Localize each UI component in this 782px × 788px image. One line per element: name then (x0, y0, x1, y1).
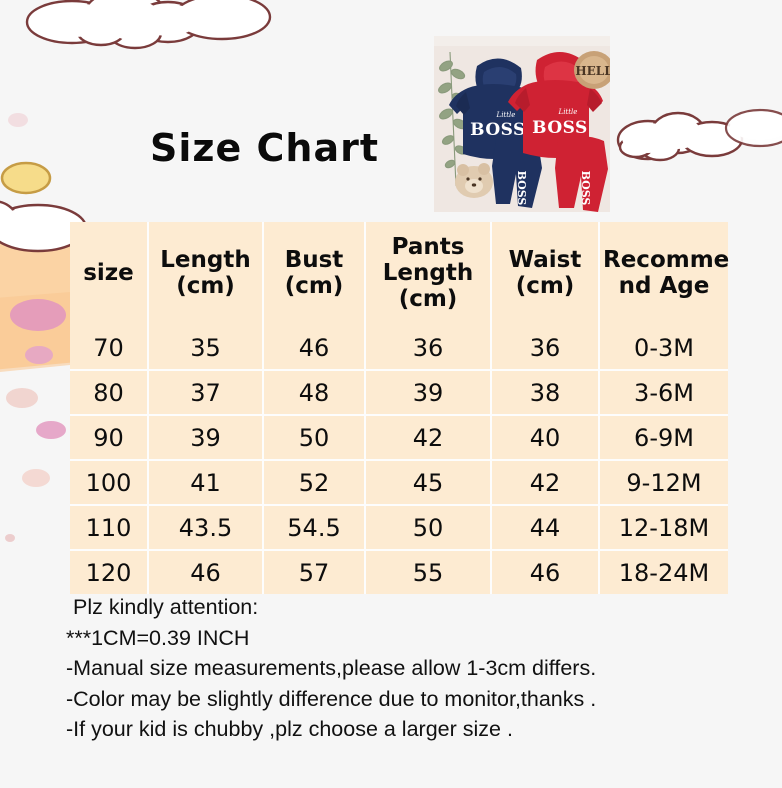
svg-text:HELL: HELL (575, 64, 610, 78)
cell-length: 35 (148, 326, 264, 371)
cell-size: 110 (70, 505, 149, 551)
table-row: 120 46 57 55 46 18-24M (70, 550, 728, 594)
svg-text:BOSS: BOSS (470, 120, 526, 140)
header-line: Bust (284, 247, 344, 274)
cell-age: 6-9M (599, 415, 728, 461)
cell-age: 0-3M (599, 326, 728, 371)
svg-text:BOSS: BOSS (532, 118, 588, 138)
header-line: Waist (508, 247, 582, 274)
col-header-size: size (70, 222, 149, 326)
svg-text:BOSS: BOSS (579, 171, 592, 206)
table-row: 100 41 52 45 42 9-12M (70, 460, 728, 506)
header-line: Recomme (603, 247, 730, 274)
cell-pants-length: 55 (365, 550, 492, 594)
table-row: 110 43.5 54.5 50 44 12-18M (70, 505, 728, 551)
cell-size: 80 (70, 370, 149, 416)
cell-pants-length: 36 (365, 326, 492, 371)
header-line: Length (160, 247, 251, 274)
cell-pants-length: 39 (365, 370, 492, 416)
cell-length: 37 (148, 370, 264, 416)
notes-heading: Plz kindly attention: (73, 595, 259, 619)
header-line: (cm) (176, 273, 235, 299)
cell-bust: 46 (263, 326, 366, 371)
size-chart-table: size Length (cm) Bust (cm) Pants Length … (70, 222, 730, 594)
header-line: (cm) (515, 273, 575, 299)
col-header-bust: Bust (cm) (263, 222, 366, 326)
cell-length: 43.5 (148, 505, 264, 551)
cell-length: 41 (148, 460, 264, 506)
svg-text:Little: Little (558, 108, 578, 116)
header-line: (cm) (398, 285, 458, 312)
cell-bust: 52 (263, 460, 366, 506)
note-chubby-kid: -If your kid is chubby ,plz choose a lar… (66, 717, 513, 742)
cell-bust: 50 (263, 415, 366, 461)
cell-age: 9-12M (599, 460, 728, 506)
cloud-top-right (616, 111, 744, 162)
cell-age: 18-24M (599, 550, 728, 594)
cell-size: 120 (70, 550, 149, 594)
cell-pants-length: 45 (365, 460, 492, 506)
note-manual-measurement: -Manual size measurements,please allow 1… (66, 656, 597, 681)
header-line: size (83, 260, 134, 287)
cell-pants-length: 42 (365, 415, 492, 461)
cell-waist: 40 (491, 415, 600, 461)
product-photo: Little BOSS BOSS Little BOSS BOSS (434, 36, 610, 212)
note-conversion: ***1CM=0.39 INCH (66, 625, 250, 650)
col-header-recommend-age: Recomme nd Age (599, 222, 730, 326)
header-line: (cm) (284, 273, 344, 299)
cell-bust: 54.5 (263, 505, 366, 551)
cloud-right-lower (724, 108, 782, 148)
cell-waist: 46 (491, 550, 600, 594)
cell-size: 70 (70, 326, 149, 371)
cell-size: 100 (70, 460, 149, 506)
table-header-row: size Length (cm) Bust (cm) Pants Length … (70, 222, 730, 326)
table-row: 70 35 46 36 36 0-3M (70, 326, 728, 371)
cell-age: 3-6M (599, 370, 728, 416)
cell-bust: 57 (263, 550, 366, 594)
yellow-oval-decor (0, 161, 52, 195)
cell-size: 90 (70, 415, 149, 461)
svg-text:BOSS: BOSS (515, 171, 528, 206)
cell-waist: 36 (491, 326, 600, 371)
header-line: nd Age (618, 273, 710, 299)
note-color-difference: -Color may be slightly difference due to… (66, 686, 597, 711)
teddy-bear (455, 163, 493, 198)
col-header-length: Length (cm) (148, 222, 264, 326)
table-row: 80 37 48 39 38 3-6M (70, 370, 728, 416)
cloud-top-left (25, 0, 272, 50)
cell-waist: 44 (491, 505, 600, 551)
header-line: Length (382, 260, 474, 287)
table-row: 90 39 50 42 40 6-9M (70, 415, 728, 461)
cell-length: 46 (148, 550, 264, 594)
page-title: Size Chart (150, 126, 380, 170)
cell-waist: 38 (491, 370, 600, 416)
cell-age: 12-18M (599, 505, 728, 551)
notes-block: Plz kindly attention: ***1CM=0.39 INCH -… (66, 592, 596, 745)
cell-bust: 48 (263, 370, 366, 416)
col-header-pants-length: Pants Length (cm) (365, 222, 492, 326)
pink-dots-decor (5, 113, 66, 542)
col-header-waist: Waist (cm) (491, 222, 600, 326)
cell-pants-length: 50 (365, 505, 492, 551)
cell-length: 39 (148, 415, 264, 461)
svg-text:Little: Little (496, 111, 516, 119)
header-line: Pants (391, 234, 465, 261)
cell-waist: 42 (491, 460, 600, 506)
